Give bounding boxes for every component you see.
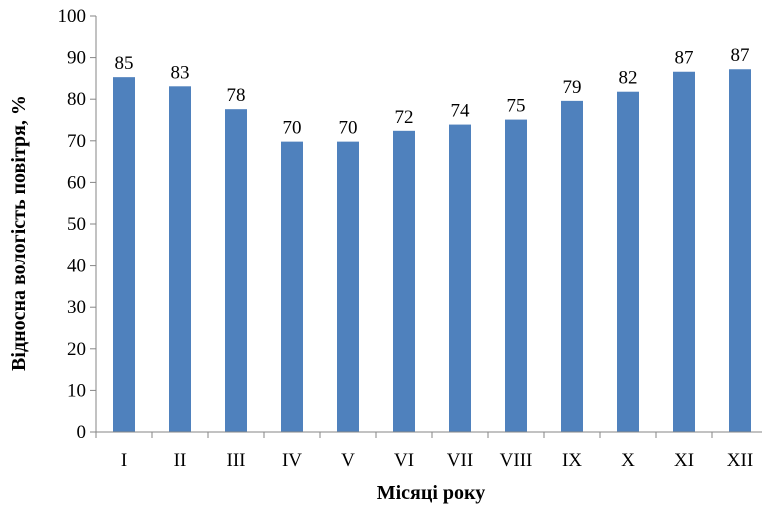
x-tick-label: V [341, 450, 355, 471]
x-tick-label: I [121, 450, 127, 471]
y-tick-label: 0 [77, 422, 87, 443]
y-axis: 0 10 20 30 40 50 60 70 80 90 100 [58, 6, 97, 443]
x-axis-title: Місяці року [377, 482, 486, 504]
y-tick-label: 100 [58, 6, 87, 27]
x-tick-label: III [227, 450, 246, 471]
data-label: 70 [283, 118, 302, 139]
data-label: 70 [339, 118, 358, 139]
bar [393, 130, 415, 433]
y-tick-label: 80 [67, 89, 86, 110]
y-axis-title: Відносна вологість повітря, % [8, 95, 30, 371]
x-tick-label: X [621, 450, 635, 471]
x-tick-label: IV [282, 450, 302, 471]
data-labels-group: 85 83 78 70 70 72 74 75 79 82 87 87 [115, 45, 750, 138]
bar [505, 119, 527, 433]
y-tick-label: 10 [67, 380, 86, 401]
x-tick-label: IX [562, 450, 582, 471]
bar [281, 141, 303, 432]
data-label: 78 [227, 85, 246, 106]
x-tick-label: VII [447, 450, 473, 471]
bar [449, 124, 471, 433]
bar [113, 77, 135, 432]
bar [729, 69, 751, 433]
x-tick-label: II [174, 450, 187, 471]
y-tick-label: 70 [67, 131, 86, 152]
data-label: 79 [563, 77, 582, 98]
y-tick-label: 60 [67, 172, 86, 193]
y-tick-label: 30 [67, 297, 86, 318]
bar [169, 86, 191, 432]
data-label: 85 [115, 53, 134, 74]
bar [337, 141, 359, 432]
x-tick-label: XI [674, 450, 694, 471]
data-label: 72 [395, 107, 414, 128]
data-label: 74 [451, 101, 471, 122]
x-tick-label: VI [394, 450, 414, 471]
x-axis: I II III IV V VI VII VIII IX X XI XII [95, 431, 762, 471]
y-tick-label: 90 [67, 48, 86, 69]
bar [617, 91, 639, 432]
y-tick-label: 50 [67, 214, 86, 235]
bar [673, 71, 695, 432]
x-tick-label: VIII [500, 450, 533, 471]
y-tick-label: 20 [67, 339, 86, 360]
bars-group [113, 69, 751, 433]
data-label: 83 [171, 62, 190, 83]
x-tick-label: XII [727, 450, 753, 471]
data-label: 87 [675, 48, 694, 69]
data-label: 75 [507, 96, 526, 117]
data-label: 82 [619, 68, 638, 89]
bar [225, 109, 247, 433]
y-tick-label: 40 [67, 256, 86, 277]
data-label: 87 [731, 45, 750, 66]
bar [561, 100, 583, 432]
